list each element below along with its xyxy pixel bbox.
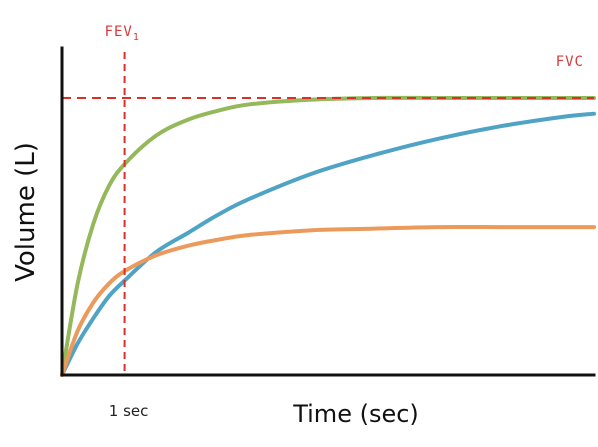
axes-layer — [60, 46, 596, 377]
fev1-label: FEV1 — [105, 24, 140, 43]
fev1-subscript: 1 — [133, 32, 140, 43]
reference-lines-layer — [62, 52, 594, 375]
x-tick-label: 1 sec — [109, 402, 149, 420]
series-line-3 — [60, 224, 596, 377]
y-axis-label: Volume (L) — [11, 142, 41, 282]
fvc-label: FVC — [556, 54, 584, 70]
x-axis-label: Time (sec) — [292, 400, 419, 428]
series-layer — [60, 95, 596, 377]
x-tick-labels: 1 sec — [109, 402, 149, 420]
series-line-2 — [60, 111, 596, 377]
reference-line-labels: FEV1 FVC — [105, 24, 584, 70]
series-line-1 — [60, 95, 596, 377]
